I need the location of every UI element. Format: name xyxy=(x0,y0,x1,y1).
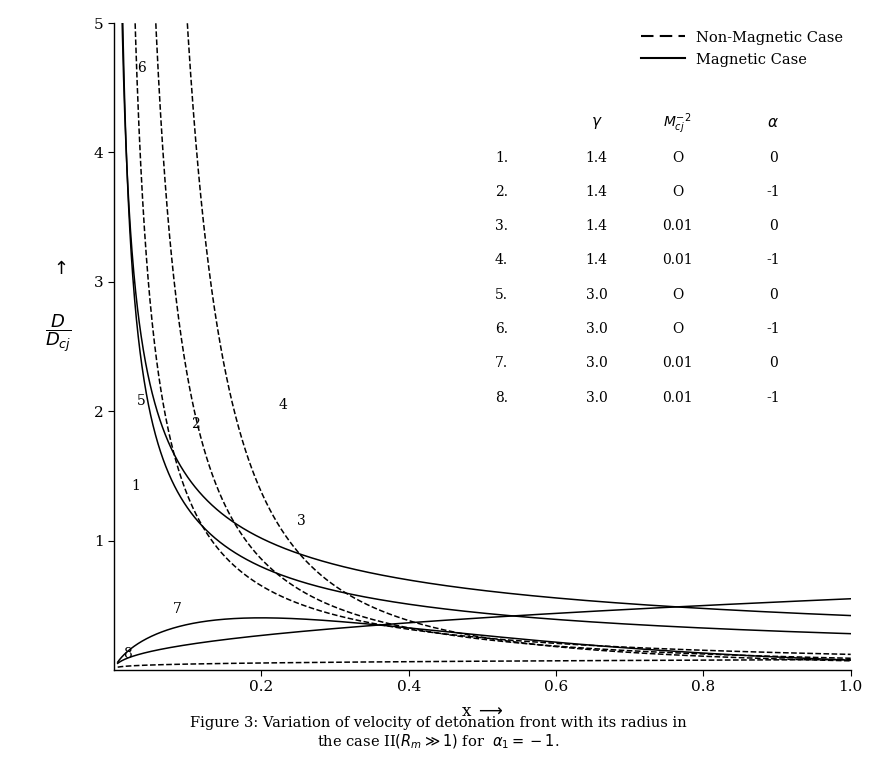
Text: 8: 8 xyxy=(123,648,132,661)
Text: 4: 4 xyxy=(279,398,288,412)
Text: 3.0: 3.0 xyxy=(586,288,608,302)
Text: 3: 3 xyxy=(297,514,306,528)
Text: $\uparrow$: $\uparrow$ xyxy=(50,260,68,278)
Text: O: O xyxy=(672,288,683,302)
Text: -1: -1 xyxy=(766,185,781,199)
Text: 1.4: 1.4 xyxy=(586,185,608,199)
Text: $\gamma$: $\gamma$ xyxy=(591,116,602,132)
Text: 5.: 5. xyxy=(496,288,508,302)
Text: 0.01: 0.01 xyxy=(662,357,693,370)
Text: 3.0: 3.0 xyxy=(586,390,608,404)
Text: 3.: 3. xyxy=(496,219,508,233)
Text: O: O xyxy=(672,151,683,165)
Text: 0.01: 0.01 xyxy=(662,219,693,233)
Text: O: O xyxy=(672,322,683,336)
Text: 1.4: 1.4 xyxy=(586,151,608,165)
Text: 2.: 2. xyxy=(496,185,508,199)
Text: 6.: 6. xyxy=(496,322,508,336)
Text: 1.: 1. xyxy=(495,151,508,165)
Text: 2: 2 xyxy=(190,417,199,431)
Text: Figure 3: Variation of velocity of detonation front with its radius in
the case : Figure 3: Variation of velocity of deton… xyxy=(190,715,687,751)
Text: $M_{cj}^{-2}$: $M_{cj}^{-2}$ xyxy=(663,111,692,136)
Text: 5: 5 xyxy=(137,393,146,408)
Legend: Non-Magnetic Case, Magnetic Case: Non-Magnetic Case, Magnetic Case xyxy=(641,30,844,67)
Text: 1.4: 1.4 xyxy=(586,219,608,233)
Text: 0.01: 0.01 xyxy=(662,390,693,404)
Text: 7: 7 xyxy=(173,602,182,616)
Text: 3.0: 3.0 xyxy=(586,357,608,370)
Text: $\dfrac{D}{D_{cj}}$: $\dfrac{D}{D_{cj}}$ xyxy=(46,313,72,354)
X-axis label: x $\longrightarrow$: x $\longrightarrow$ xyxy=(461,703,503,720)
Text: 0: 0 xyxy=(769,219,778,233)
Text: 0.01: 0.01 xyxy=(662,253,693,267)
Text: 1: 1 xyxy=(132,479,140,494)
Text: 8.: 8. xyxy=(496,390,508,404)
Text: 0: 0 xyxy=(769,151,778,165)
Text: -1: -1 xyxy=(766,322,781,336)
Text: -1: -1 xyxy=(766,253,781,267)
Text: 1.4: 1.4 xyxy=(586,253,608,267)
Text: 0: 0 xyxy=(769,357,778,370)
Text: 7.: 7. xyxy=(495,357,508,370)
Text: -1: -1 xyxy=(766,390,781,404)
Text: O: O xyxy=(672,185,683,199)
Text: 6: 6 xyxy=(137,62,146,75)
Text: 3.0: 3.0 xyxy=(586,322,608,336)
Text: 4.: 4. xyxy=(495,253,508,267)
Text: 0: 0 xyxy=(769,288,778,302)
Text: $\alpha$: $\alpha$ xyxy=(767,116,780,130)
